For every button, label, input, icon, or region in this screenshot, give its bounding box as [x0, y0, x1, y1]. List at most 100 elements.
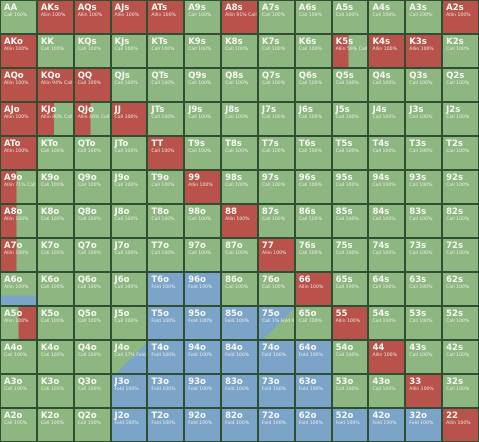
hand-cell-AJs[interactable]: AJs Allin 100%	[111, 1, 147, 33]
hand-cell-63s[interactable]: 63s Call 100%	[406, 273, 442, 305]
hand-cell-A9s[interactable]: A9s Call 100%	[185, 1, 221, 33]
hand-cell-K6o[interactable]: K6o Call 100%	[37, 273, 73, 305]
hand-cell-A4s[interactable]: A4s Call 100%	[369, 1, 405, 33]
hand-cell-A2o[interactable]: A2o Call 100%	[1, 409, 36, 441]
hand-cell-65s[interactable]: 65s Call 100%	[332, 273, 368, 305]
hand-cell-Q7s[interactable]: Q7s Call 100%	[258, 69, 294, 101]
hand-cell-99[interactable]: 99 Allin 100%	[185, 171, 221, 203]
hand-cell-J7s[interactable]: J7s Call 100%	[258, 103, 294, 135]
hand-cell-T6o[interactable]: T6o Fold 100%	[148, 273, 184, 305]
hand-cell-J6o[interactable]: J6o Call 100%	[111, 273, 147, 305]
hand-cell-Q2o[interactable]: Q2o Call 100%	[74, 409, 110, 441]
hand-cell-A7s[interactable]: A7s Call 100%	[258, 1, 294, 33]
hand-cell-J9o[interactable]: J9o Call 100%	[111, 171, 147, 203]
hand-cell-J9s[interactable]: J9s Call 100%	[185, 103, 221, 135]
hand-cell-T2o[interactable]: T2o Fold 100%	[148, 409, 184, 441]
hand-cell-42s[interactable]: 42s Call 100%	[443, 341, 478, 373]
hand-cell-KQs[interactable]: KQs Call 100%	[74, 35, 110, 67]
hand-cell-82s[interactable]: 82s Call 100%	[443, 205, 478, 237]
hand-cell-44[interactable]: 44 Allin 100%	[369, 341, 405, 373]
hand-cell-86o[interactable]: 86o Call 100%	[222, 273, 257, 305]
hand-cell-K2s[interactable]: K2s Call 100%	[443, 35, 478, 67]
hand-cell-K9s[interactable]: K9s Call 100%	[185, 35, 221, 67]
hand-cell-K7s[interactable]: K7s Call 100%	[258, 35, 294, 67]
hand-cell-55[interactable]: 55 Allin 100%	[332, 307, 368, 339]
hand-cell-K3s[interactable]: K3s Allin 100%	[406, 35, 442, 67]
hand-cell-72o[interactable]: 72o Fold 100%	[258, 409, 294, 441]
hand-cell-72s[interactable]: 72s Call 100%	[443, 239, 478, 271]
hand-cell-J5o[interactable]: J5o Call 100%	[111, 307, 147, 339]
hand-cell-T6s[interactable]: T6s Call 100%	[295, 137, 331, 169]
hand-cell-J4s[interactable]: J4s Call 100%	[369, 103, 405, 135]
hand-cell-64o[interactable]: 64o Fold 100%	[295, 341, 331, 373]
hand-cell-T9o[interactable]: T9o Call 100%	[148, 171, 184, 203]
hand-cell-64s[interactable]: 64s Call 100%	[369, 273, 405, 305]
hand-cell-Q6s[interactable]: Q6s Call 100%	[295, 69, 331, 101]
hand-cell-92o[interactable]: 92o Fold 100%	[185, 409, 221, 441]
hand-cell-J3s[interactable]: J3s Call 100%	[406, 103, 442, 135]
hand-cell-77[interactable]: 77 Allin 100%	[258, 239, 294, 271]
hand-cell-Q9s[interactable]: Q9s Call 100%	[185, 69, 221, 101]
hand-cell-J7o[interactable]: J7o Call 100%	[111, 239, 147, 271]
hand-cell-98s[interactable]: 98s Call 100%	[222, 171, 257, 203]
hand-cell-J2s[interactable]: J2s Call 100%	[443, 103, 478, 135]
hand-cell-A3o[interactable]: A3o Call 100%	[1, 375, 36, 407]
hand-cell-76s[interactable]: 76s Call 100%	[295, 239, 331, 271]
hand-cell-97o[interactable]: 97o Call 100%	[185, 239, 221, 271]
hand-cell-53o[interactable]: 53o Call 100%	[332, 375, 368, 407]
hand-cell-K8s[interactable]: K8s Call 100%	[222, 35, 257, 67]
hand-cell-73o[interactable]: 73o Fold 100%	[258, 375, 294, 407]
hand-cell-76o[interactable]: 76o Call 100%	[258, 273, 294, 305]
hand-cell-KTs[interactable]: KTs Call 100%	[148, 35, 184, 67]
hand-cell-54o[interactable]: 54o Call 100%	[332, 341, 368, 373]
hand-cell-TT[interactable]: TT Call 100%	[148, 137, 184, 169]
hand-cell-96o[interactable]: 96o Fold 100%	[185, 273, 221, 305]
hand-cell-AQs[interactable]: AQs Allin 100%	[74, 1, 110, 33]
hand-cell-83o[interactable]: 83o Fold 100%	[222, 375, 257, 407]
hand-cell-QTs[interactable]: QTs Call 100%	[148, 69, 184, 101]
hand-cell-Q2s[interactable]: Q2s Call 100%	[443, 69, 478, 101]
hand-cell-54s[interactable]: 54s Call 100%	[369, 307, 405, 339]
hand-cell-94o[interactable]: 94o Fold 100%	[185, 341, 221, 373]
hand-cell-T5s[interactable]: T5s Call 100%	[332, 137, 368, 169]
hand-cell-Q3s[interactable]: Q3s Call 100%	[406, 69, 442, 101]
hand-cell-J3o[interactable]: J3o Fold 100%	[111, 375, 147, 407]
hand-cell-82o[interactable]: 82o Fold 100%	[222, 409, 257, 441]
hand-cell-32s[interactable]: 32s Call 100%	[443, 375, 478, 407]
hand-cell-32o[interactable]: 32o Fold 100%	[406, 409, 442, 441]
hand-cell-QQ[interactable]: QQ Call 100%	[74, 69, 110, 101]
hand-cell-75s[interactable]: 75s Call 100%	[332, 239, 368, 271]
hand-cell-Q4s[interactable]: Q4s Call 100%	[369, 69, 405, 101]
hand-cell-JTs[interactable]: JTs Call 100%	[148, 103, 184, 135]
hand-cell-87o[interactable]: 87o Call 100%	[222, 239, 257, 271]
hand-cell-Q8o[interactable]: Q8o Call 100%	[74, 205, 110, 237]
hand-cell-87s[interactable]: 87s Call 100%	[258, 205, 294, 237]
hand-cell-K7o[interactable]: K7o Call 100%	[37, 239, 73, 271]
hand-cell-A4o[interactable]: A4o Call 100%	[1, 341, 36, 373]
hand-cell-Q8s[interactable]: Q8s Call 100%	[222, 69, 257, 101]
hand-cell-93s[interactable]: 93s Call 100%	[406, 171, 442, 203]
hand-cell-97s[interactable]: 97s Call 100%	[258, 171, 294, 203]
hand-cell-AJo[interactable]: AJo Allin 100%	[1, 103, 36, 135]
hand-cell-95o[interactable]: 95o Fold 100%	[185, 307, 221, 339]
hand-cell-74s[interactable]: 74s Call 100%	[369, 239, 405, 271]
hand-cell-92s[interactable]: 92s Call 100%	[443, 171, 478, 203]
hand-cell-KJs[interactable]: KJs Call 100%	[111, 35, 147, 67]
hand-cell-43s[interactable]: 43s Call 100%	[406, 341, 442, 373]
hand-cell-K5o[interactable]: K5o Call 100%	[37, 307, 73, 339]
hand-cell-T7s[interactable]: T7s Call 100%	[258, 137, 294, 169]
hand-cell-63o[interactable]: 63o Fold 100%	[295, 375, 331, 407]
hand-cell-AA[interactable]: AA Call 100%	[1, 1, 36, 33]
hand-cell-K8o[interactable]: K8o Call 100%	[37, 205, 73, 237]
hand-cell-T8s[interactable]: T8s Call 100%	[222, 137, 257, 169]
hand-cell-A6s[interactable]: A6s Call 100%	[295, 1, 331, 33]
hand-cell-T5o[interactable]: T5o Fold 100%	[148, 307, 184, 339]
hand-cell-95s[interactable]: 95s Call 100%	[332, 171, 368, 203]
hand-cell-74o[interactable]: 74o Fold 100%	[258, 341, 294, 373]
hand-cell-96s[interactable]: 96s Call 100%	[295, 171, 331, 203]
hand-cell-J2o[interactable]: J2o Fold 100%	[111, 409, 147, 441]
